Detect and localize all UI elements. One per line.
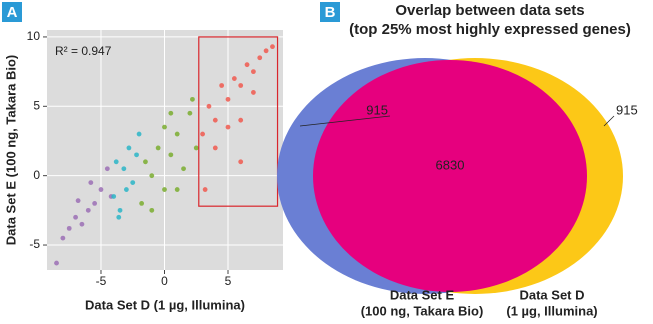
data-point <box>231 76 237 81</box>
data-point <box>117 207 123 213</box>
data-point <box>219 83 225 88</box>
data-point <box>251 69 256 75</box>
data-point <box>200 131 205 137</box>
y-tick-label: 5 <box>33 98 40 112</box>
data-point <box>75 198 81 204</box>
data-point <box>225 96 231 102</box>
data-point <box>206 103 212 109</box>
data-point <box>113 159 119 165</box>
data-point <box>244 62 250 68</box>
chart-subtitle: (top 25% most highly expressed genes) <box>349 21 631 38</box>
set-name: Data Set E <box>390 287 455 302</box>
leader-line <box>299 115 391 127</box>
data-point <box>139 201 145 206</box>
data-point <box>162 187 167 192</box>
x-tick-label: -5 <box>96 274 107 288</box>
data-point <box>60 235 66 241</box>
data-point <box>121 166 127 172</box>
data-point <box>149 173 155 179</box>
data-point <box>168 152 174 158</box>
data-point <box>174 187 180 192</box>
y-tick-label: 10 <box>27 29 41 43</box>
data-point <box>123 187 129 192</box>
data-point <box>155 145 161 151</box>
y-tick-label: 0 <box>33 168 40 182</box>
data-point <box>162 124 167 130</box>
data-point <box>238 117 244 123</box>
chart-title: Overlap between data sets <box>395 2 584 19</box>
data-point <box>92 201 98 206</box>
data-point <box>98 187 104 192</box>
panel-badge <box>320 2 340 22</box>
data-point <box>238 83 244 88</box>
data-point <box>85 207 91 213</box>
data-point <box>193 145 199 151</box>
leader-line <box>603 115 615 127</box>
data-point <box>187 110 193 116</box>
data-point <box>126 145 132 151</box>
set-count-label: 915 <box>366 102 388 117</box>
data-point <box>79 221 85 227</box>
data-point <box>136 131 142 137</box>
data-point <box>225 124 231 130</box>
data-point <box>88 180 94 186</box>
data-point <box>116 214 122 220</box>
data-point <box>104 166 110 172</box>
data-point <box>263 48 269 54</box>
set-name: Data Set D <box>519 287 584 302</box>
data-point <box>190 96 195 102</box>
overlap-label: 6830 <box>436 157 465 172</box>
data-point <box>134 152 139 158</box>
data-point <box>54 260 59 266</box>
data-point <box>111 194 117 199</box>
x-tick-label: 0 <box>161 274 168 288</box>
data-point <box>143 159 148 165</box>
data-point <box>130 180 136 186</box>
annotation: R² = 0.947 <box>55 44 112 58</box>
panel-badge <box>2 2 22 22</box>
venn-overlap <box>313 60 587 292</box>
data-point <box>238 159 244 165</box>
data-point <box>202 187 208 192</box>
data-point <box>149 207 155 213</box>
data-point <box>168 110 174 116</box>
set-detail: (1 µg, Illumina) <box>506 303 597 318</box>
panel-label: B <box>325 4 336 21</box>
plot-area <box>47 30 283 270</box>
highlight-box <box>198 36 279 207</box>
y-axis-label: Data Set E (100 ng, Takara Bio) <box>3 55 18 246</box>
data-point <box>73 214 78 220</box>
x-axis-label: Data Set D (1 µg, Illumina) <box>85 297 245 312</box>
data-point <box>257 55 263 61</box>
data-point <box>174 131 180 137</box>
panel-label: A <box>7 4 18 21</box>
data-point <box>270 44 275 50</box>
data-point <box>251 90 256 95</box>
data-point <box>66 225 72 231</box>
set-count-label: 915 <box>616 102 638 117</box>
x-tick-label: 5 <box>225 274 232 288</box>
set-detail: (100 ng, Takara Bio) <box>361 303 484 318</box>
data-point <box>212 117 218 123</box>
data-point <box>212 145 218 151</box>
y-tick-label: -5 <box>29 237 40 251</box>
data-point <box>181 166 186 172</box>
